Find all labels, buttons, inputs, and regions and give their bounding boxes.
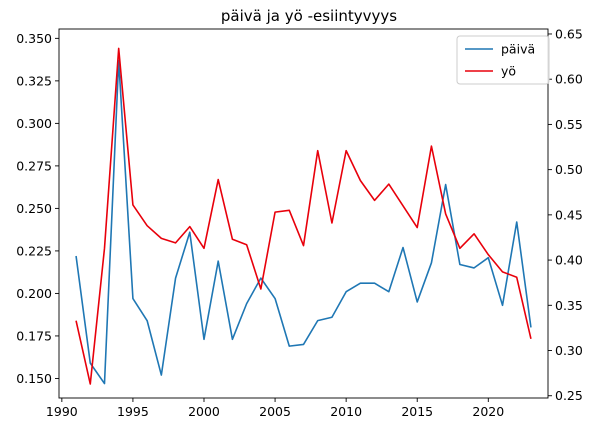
- legend-box: [456, 35, 550, 85]
- y-right-tick-label-0.65: 0.65: [555, 26, 583, 41]
- y-left-tick-label-0.300: 0.300: [16, 116, 52, 131]
- plot-area: 1990 1995 2000 2005 2010 2015 2020 0.150 0.175 0.…: [16, 26, 583, 419]
- y-left-tick-label-0.150: 0.150: [16, 371, 52, 386]
- series-line-yo: [75, 47, 532, 385]
- x-tick-label-1995: 1995: [117, 404, 149, 419]
- y-left-tick-label-0.325: 0.325: [16, 73, 52, 88]
- x-tick-label-2010: 2010: [330, 404, 362, 419]
- y-right-tick-label-0.55: 0.55: [555, 117, 583, 132]
- y-left-tick-label-0.250: 0.250: [16, 201, 52, 216]
- y-right-tick-label-0.40: 0.40: [555, 253, 583, 268]
- legend: päivä yö: [456, 35, 550, 85]
- y-left-tick-label-0.275: 0.275: [16, 158, 52, 173]
- y-left-tick-label-0.225: 0.225: [16, 243, 52, 258]
- x-tick-label-2005: 2005: [259, 404, 291, 419]
- x-tick-label-2020: 2020: [472, 404, 504, 419]
- y-right-tick-label-0.35: 0.35: [555, 298, 583, 313]
- y-left-tick-label-0.350: 0.350: [16, 31, 52, 46]
- y-left-tick-label-0.175: 0.175: [16, 328, 52, 343]
- legend-label-paiva: päivä: [501, 42, 535, 57]
- x-tick-label-1990: 1990: [46, 404, 78, 419]
- axes-frame: [58, 28, 549, 399]
- legend-label-yo: yö: [501, 64, 516, 79]
- y-left-tick-label-0.200: 0.200: [16, 286, 52, 301]
- y-right-tick-label-0.25: 0.25: [555, 388, 583, 403]
- x-tick-label-2000: 2000: [188, 404, 220, 419]
- chart-title: päivä ja yö -esiintyvyys: [221, 7, 397, 25]
- y-right-tick-label-0.45: 0.45: [555, 207, 583, 222]
- y-right-tick-label-0.60: 0.60: [555, 72, 583, 87]
- y-right-tick-label-0.50: 0.50: [555, 162, 583, 177]
- x-tick-label-2015: 2015: [401, 404, 433, 419]
- y-right-tick-label-0.30: 0.30: [555, 343, 583, 358]
